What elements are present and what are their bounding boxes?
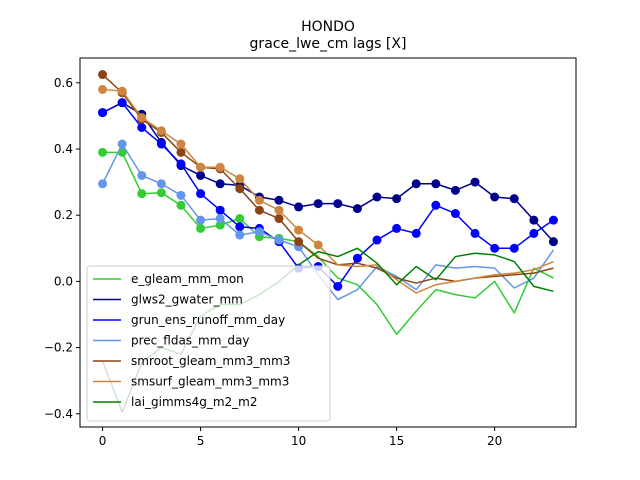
data-point-glws2_gwater_mm <box>196 170 206 180</box>
data-point-grun_ens_runoff_mm_day <box>392 223 402 233</box>
data-point-grun_ens_runoff_mm_day <box>137 122 147 132</box>
legend-label-lai_gimms4g_m2_m2: lai_gimms4g_m2_m2 <box>131 395 258 409</box>
data-point-glws2_gwater_mm <box>333 199 343 209</box>
data-point-smsurf_gleam_mm3_mm3 <box>117 86 127 96</box>
data-point-glws2_gwater_mm <box>431 179 441 189</box>
data-point-glws2_gwater_mm <box>490 192 500 202</box>
data-point-grun_ens_runoff_mm_day <box>529 228 539 238</box>
data-point-grun_ens_runoff_mm_day <box>196 189 206 199</box>
data-point-e_gleam_mm_mon <box>137 189 147 199</box>
chart-subtitle: grace_lwe_cm lags [X] <box>250 36 407 52</box>
y-tick-label: −0.2 <box>44 341 73 355</box>
data-point-grun_ens_runoff_mm_day <box>215 205 225 215</box>
data-point-grun_ens_runoff_mm_day <box>548 215 558 225</box>
data-point-glws2_gwater_mm <box>274 195 284 205</box>
data-point-grun_ens_runoff_mm_day <box>156 139 166 149</box>
legend-label-grun_ens_runoff_mm_day: grun_ens_runoff_mm_day <box>131 313 285 327</box>
data-point-grun_ens_runoff_mm_day <box>176 159 186 169</box>
data-point-smroot_gleam_mm3_mm3 <box>176 147 186 157</box>
data-point-smroot_gleam_mm3_mm3 <box>98 70 108 80</box>
data-point-glws2_gwater_mm <box>548 237 558 247</box>
data-point-glws2_gwater_mm <box>509 194 519 204</box>
data-point-grun_ens_runoff_mm_day <box>470 228 480 238</box>
data-point-grun_ens_runoff_mm_day <box>372 235 382 245</box>
data-point-e_gleam_mm_mon <box>235 214 245 224</box>
data-point-smsurf_gleam_mm3_mm3 <box>196 162 206 172</box>
data-point-grun_ens_runoff_mm_day <box>117 98 127 108</box>
x-tick-label: 15 <box>389 434 404 448</box>
y-tick-label: −0.4 <box>44 407 73 421</box>
data-point-smroot_gleam_mm3_mm3 <box>274 214 284 224</box>
data-point-smroot_gleam_mm3_mm3 <box>235 184 245 194</box>
x-tick-label: 0 <box>99 434 107 448</box>
data-point-grun_ens_runoff_mm_day <box>352 253 362 263</box>
axes-frame <box>79 57 577 428</box>
data-point-glws2_gwater_mm <box>294 202 304 212</box>
legend-label-e_gleam_mm_mon: e_gleam_mm_mon <box>131 272 244 286</box>
data-point-smroot_gleam_mm3_mm3 <box>254 205 264 215</box>
data-point-glws2_gwater_mm <box>411 179 421 189</box>
data-point-glws2_gwater_mm <box>372 192 382 202</box>
data-point-grun_ens_runoff_mm_day <box>450 209 460 219</box>
data-point-prec_fldas_mm_day <box>196 215 206 225</box>
data-point-smsurf_gleam_mm3_mm3 <box>215 162 225 172</box>
data-point-prec_fldas_mm_day <box>215 214 225 224</box>
data-point-prec_fldas_mm_day <box>254 227 264 237</box>
y-tick-label: 0.0 <box>54 274 73 288</box>
legend-label-smsurf_gleam_mm3_mm3: smsurf_gleam_mm3_mm3 <box>131 375 289 389</box>
data-point-e_gleam_mm_mon <box>215 220 225 230</box>
y-tick-label: 0.2 <box>54 208 73 222</box>
data-point-glws2_gwater_mm <box>470 177 480 187</box>
data-point-prec_fldas_mm_day <box>235 230 245 240</box>
data-point-smsurf_gleam_mm3_mm3 <box>254 195 264 205</box>
data-point-prec_fldas_mm_day <box>274 235 284 245</box>
data-point-e_gleam_mm_mon <box>196 223 206 233</box>
axes: 0 5 10 15 20 −0.4 −0.2 0.0 0.2 0.4 0.6 <box>44 57 577 448</box>
data-point-grun_ens_runoff_mm_day <box>490 243 500 253</box>
data-point-grun_ens_runoff_mm_day <box>235 222 245 232</box>
data-point-prec_fldas_mm_day <box>98 179 108 189</box>
data-point-e_gleam_mm_mon <box>98 147 108 157</box>
data-point-prec_fldas_mm_day <box>156 179 166 189</box>
legend-label-smroot_gleam_mm3_mm3: smroot_gleam_mm3_mm3 <box>131 354 290 368</box>
data-point-smroot_gleam_mm3_mm3 <box>294 237 304 247</box>
data-point-smsurf_gleam_mm3_mm3 <box>313 240 323 250</box>
data-point-smsurf_gleam_mm3_mm3 <box>137 113 147 123</box>
data-point-grun_ens_runoff_mm_day <box>431 200 441 210</box>
data-point-glws2_gwater_mm <box>450 185 460 195</box>
y-tick-label: 0.6 <box>54 76 73 90</box>
data-point-smsurf_gleam_mm3_mm3 <box>294 225 304 235</box>
data-point-glws2_gwater_mm <box>313 199 323 209</box>
data-point-smsurf_gleam_mm3_mm3 <box>176 139 186 149</box>
legend-box <box>86 265 331 422</box>
legend-label-prec_fldas_mm_day: prec_fldas_mm_day <box>131 334 250 348</box>
data-point-e_gleam_mm_mon <box>156 188 166 198</box>
y-tick-label: 0.4 <box>54 142 73 156</box>
data-point-grun_ens_runoff_mm_day <box>333 281 343 291</box>
data-point-prec_fldas_mm_day <box>137 170 147 180</box>
x-tick-label: 5 <box>197 434 205 448</box>
data-point-grun_ens_runoff_mm_day <box>98 108 108 118</box>
data-point-glws2_gwater_mm <box>392 194 402 204</box>
data-point-smsurf_gleam_mm3_mm3 <box>274 205 284 215</box>
data-point-prec_fldas_mm_day <box>176 190 186 200</box>
data-point-grun_ens_runoff_mm_day <box>509 243 519 253</box>
data-point-prec_fldas_mm_day <box>117 139 127 149</box>
data-point-smsurf_gleam_mm3_mm3 <box>98 84 108 94</box>
data-point-smsurf_gleam_mm3_mm3 <box>235 174 245 184</box>
x-tick-label: 20 <box>487 434 502 448</box>
data-point-grun_ens_runoff_mm_day <box>411 228 421 238</box>
data-point-e_gleam_mm_mon <box>176 200 186 210</box>
x-tick-label: 10 <box>291 434 306 448</box>
data-point-glws2_gwater_mm <box>529 215 539 225</box>
data-point-glws2_gwater_mm <box>352 204 362 214</box>
chart-title: HONDO <box>301 19 355 35</box>
data-point-glws2_gwater_mm <box>215 179 225 189</box>
legend-label-glws2_gwater_mm: glws2_gwater_mm <box>131 293 243 307</box>
legend: e_gleam_mm_mon glws2_gwater_mm grun_ens_ru… <box>86 265 331 422</box>
data-point-smsurf_gleam_mm3_mm3 <box>156 126 166 136</box>
